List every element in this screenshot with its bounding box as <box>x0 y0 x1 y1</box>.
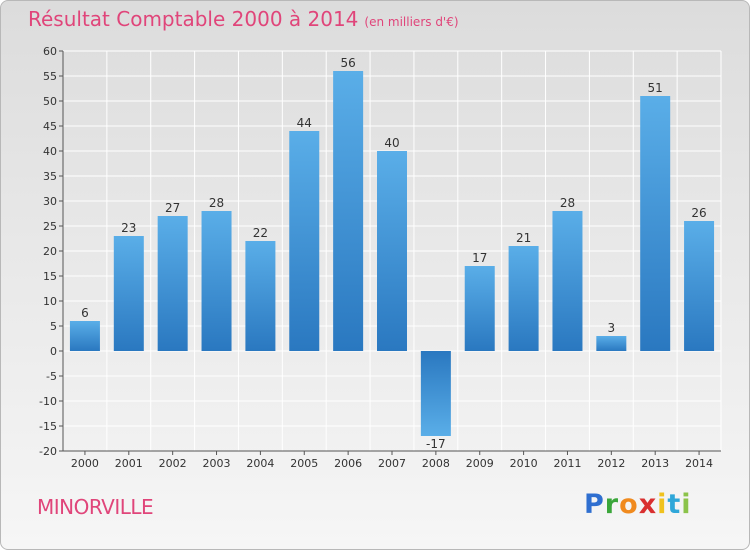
y-tick-label: 25 <box>43 220 57 233</box>
bars <box>69 71 715 436</box>
bar-2000 <box>69 321 100 351</box>
value-label-2006: 56 <box>340 56 355 70</box>
x-tick-label-2007: 2007 <box>378 457 406 470</box>
value-label-2005: 44 <box>297 116 312 130</box>
x-tick-label-2002: 2002 <box>159 457 187 470</box>
x-tick-label-2001: 2001 <box>115 457 143 470</box>
x-tick-label-2005: 2005 <box>290 457 318 470</box>
x-tick-label-2008: 2008 <box>422 457 450 470</box>
y-tick-label: 35 <box>43 170 57 183</box>
x-tick-label-2011: 2011 <box>553 457 581 470</box>
x-tick-label-2003: 2003 <box>203 457 231 470</box>
bar-2007 <box>377 151 407 351</box>
bar-2003 <box>201 211 232 351</box>
value-label-2003: 28 <box>209 196 224 210</box>
location-name: MINORVILLE <box>37 495 154 519</box>
bar-2004 <box>245 241 276 351</box>
bar-2008 <box>420 351 451 436</box>
x-tick-label-2004: 2004 <box>246 457 274 470</box>
bar-2011 <box>552 211 583 351</box>
bar-2005 <box>289 131 320 351</box>
bar-2014 <box>684 221 715 351</box>
y-tick-label: 15 <box>43 270 57 283</box>
chart-title-text: Résultat Comptable 2000 à 2014 <box>28 7 359 31</box>
value-label-2011: 28 <box>560 196 575 210</box>
value-label-2014: 26 <box>691 206 706 220</box>
x-tick-label-2014: 2014 <box>685 457 713 470</box>
value-label-2004: 22 <box>253 226 268 240</box>
chart-title: Résultat Comptable 2000 à 2014 (en millie… <box>28 7 459 31</box>
value-label-2001: 23 <box>121 221 136 235</box>
y-tick-label: 55 <box>43 70 57 83</box>
y-tick-label: 50 <box>43 95 57 108</box>
bar-2006 <box>333 71 364 351</box>
y-tick-label: 30 <box>43 195 57 208</box>
y-tick-label: 20 <box>43 245 57 258</box>
x-tick-label-2012: 2012 <box>597 457 625 470</box>
bar-2009 <box>464 266 495 351</box>
y-tick-label: 45 <box>43 120 57 133</box>
x-tick-label-2000: 2000 <box>71 457 99 470</box>
value-label-2008: -17 <box>426 437 446 451</box>
x-tick-label-2010: 2010 <box>510 457 538 470</box>
y-tick-label: 10 <box>43 295 57 308</box>
bar-2001 <box>113 236 144 351</box>
bar-2002 <box>157 216 188 351</box>
y-tick-label: 60 <box>43 45 57 58</box>
bar-2012 <box>596 336 627 351</box>
labels: -20 -15 -10 -5 0 5 10 15 20 25 30 35 40 45 50 55 60 6 2000… <box>39 45 713 470</box>
y-tick-label: 5 <box>50 320 57 333</box>
value-label-2012: 3 <box>608 321 616 335</box>
y-tick-label: -20 <box>39 445 57 458</box>
value-label-2007: 40 <box>384 136 399 150</box>
value-label-2013: 51 <box>648 81 663 95</box>
value-label-2000: 6 <box>81 306 89 320</box>
chart-subtitle: (en milliers d'€) <box>364 15 459 29</box>
x-tick-label-2006: 2006 <box>334 457 362 470</box>
y-tick-label: 40 <box>43 145 57 158</box>
bar-2013 <box>640 96 671 351</box>
value-label-2009: 17 <box>472 251 487 265</box>
x-tick-label-2009: 2009 <box>466 457 494 470</box>
bar-2010 <box>508 246 539 351</box>
y-tick-label: -5 <box>46 370 57 383</box>
y-tick-label: -10 <box>39 395 57 408</box>
proxiti-logo[interactable]: Proxiti <box>584 489 692 520</box>
y-tick-label: 0 <box>50 345 57 358</box>
value-label-2002: 27 <box>165 201 180 215</box>
x-tick-label-2013: 2013 <box>641 457 669 470</box>
axes <box>59 50 721 455</box>
value-label-2010: 21 <box>516 231 531 245</box>
y-tick-label: -15 <box>39 420 57 433</box>
